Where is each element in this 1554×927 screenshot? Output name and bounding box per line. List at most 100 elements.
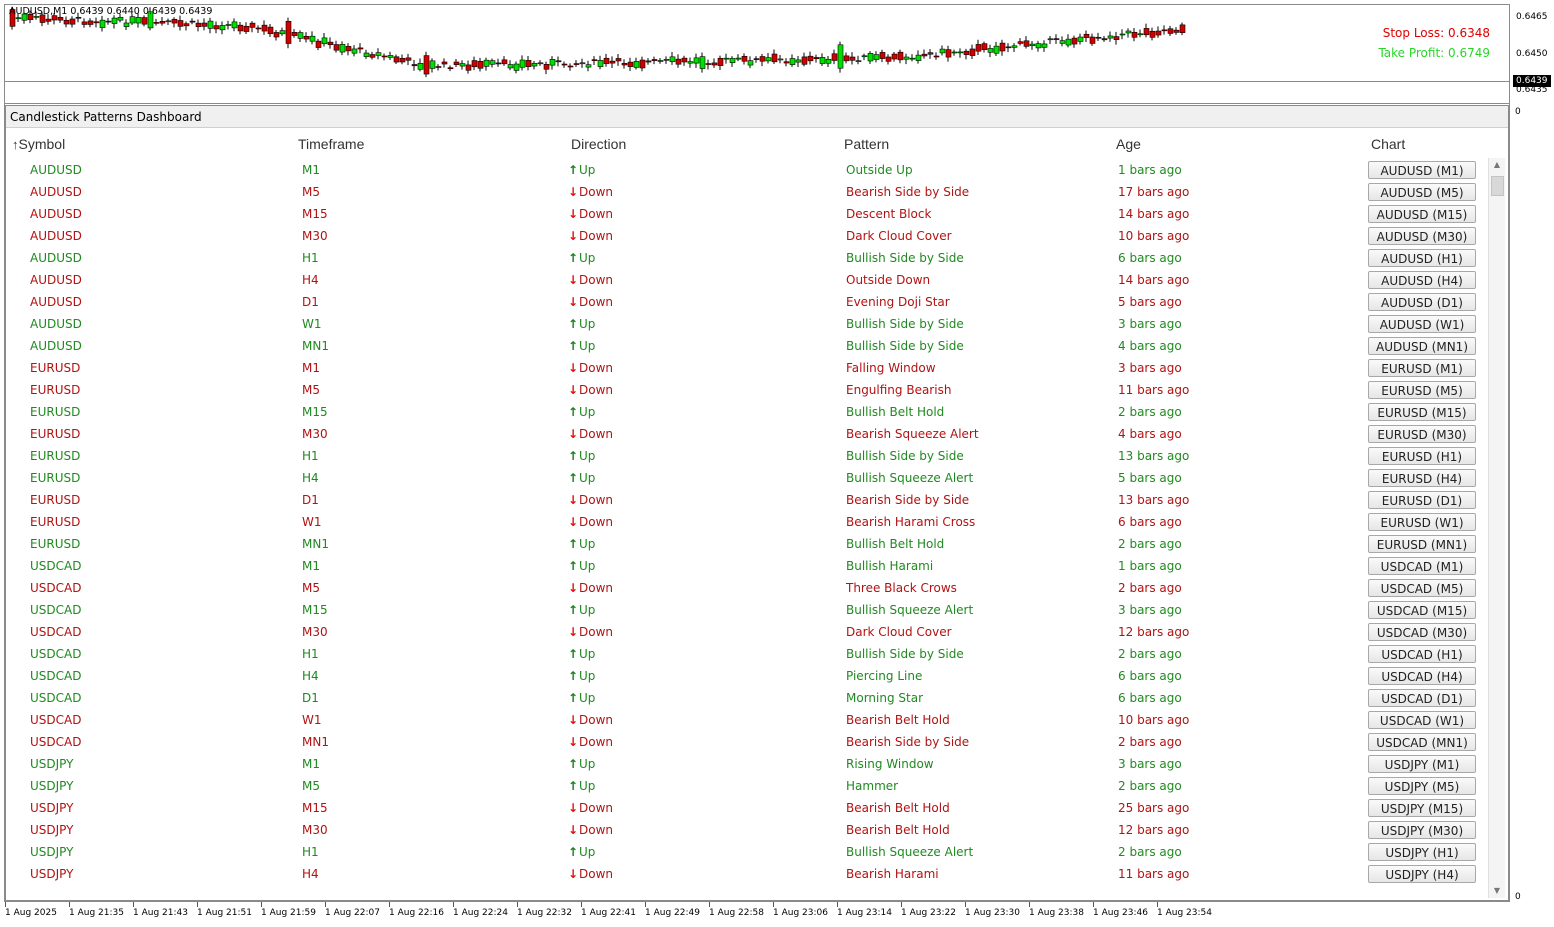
scroll-down-icon[interactable]: ▼ (1493, 886, 1501, 895)
candle-body (675, 58, 682, 65)
subwindow-divider (5, 103, 1510, 104)
column-header-timeframe[interactable]: Timeframe (298, 136, 365, 152)
open-chart-button[interactable]: EURUSD (M15) (1368, 403, 1476, 421)
pattern-cell: Bullish Harami (846, 559, 934, 573)
candle-body (1167, 28, 1174, 34)
age-cell: 3 bars ago (1118, 317, 1182, 331)
open-chart-button[interactable]: USDJPY (H1) (1368, 843, 1476, 861)
open-chart-button[interactable]: AUDUSD (H1) (1368, 249, 1476, 267)
direction-label: Up (579, 647, 596, 661)
table-row: AUDUSD M30 ↓Down Dark Cloud Cover 10 bars ag… (6, 226, 1486, 248)
open-chart-button[interactable]: AUDUSD (M5) (1368, 183, 1476, 201)
open-chart-button[interactable]: EURUSD (M30) (1368, 425, 1476, 443)
open-chart-button[interactable]: EURUSD (H1) (1368, 447, 1476, 465)
open-chart-button[interactable]: AUDUSD (MN1) (1368, 337, 1476, 355)
candle-body (699, 56, 706, 69)
pattern-cell: Bearish Squeeze Alert (846, 427, 979, 441)
candle-body (165, 20, 172, 23)
vertical-scrollbar[interactable]: ▲ ▼ (1488, 158, 1505, 898)
open-chart-button[interactable]: EURUSD (H4) (1368, 469, 1476, 487)
scroll-thumb[interactable] (1491, 176, 1504, 196)
open-chart-button[interactable]: AUDUSD (W1) (1368, 315, 1476, 333)
open-chart-button[interactable]: AUDUSD (D1) (1368, 293, 1476, 311)
indicator-zero-label: 0 (1515, 107, 1521, 117)
candle-body (9, 9, 16, 27)
pattern-cell: Bullish Side by Side (846, 251, 964, 265)
time-axis-label: 1 Aug 22:24 (453, 908, 508, 918)
open-chart-button[interactable]: USDCAD (M5) (1368, 579, 1476, 597)
direction-cell: ↓Down (568, 361, 613, 375)
symbol-cell: AUDUSD (30, 317, 82, 331)
candle-body (213, 25, 220, 30)
open-chart-button[interactable]: USDCAD (M1) (1368, 557, 1476, 575)
open-chart-button[interactable]: USDJPY (M30) (1368, 821, 1476, 839)
column-header-direction[interactable]: Direction (571, 136, 627, 152)
time-axis-label: 1 Aug 22:49 (645, 908, 700, 918)
direction-label: Down (579, 427, 614, 441)
candle-body (987, 48, 994, 53)
candle-body (285, 20, 292, 44)
open-chart-button[interactable]: USDCAD (H4) (1368, 667, 1476, 685)
open-chart-button[interactable]: USDJPY (H4) (1368, 865, 1476, 883)
table-row: USDCAD D1 ↑Up Morning Star 6 bars ago USDCAD … (6, 688, 1486, 710)
candle-body (783, 61, 790, 64)
open-chart-button[interactable]: EURUSD (W1) (1368, 513, 1476, 531)
open-chart-button[interactable]: AUDUSD (M15) (1368, 205, 1476, 223)
time-axis-tick (133, 902, 134, 907)
table-row: AUDUSD M5 ↓Down Bearish Side by Side 17 bars… (6, 182, 1486, 204)
candle-body (309, 35, 316, 42)
scroll-up-icon[interactable]: ▲ (1493, 160, 1501, 169)
candle-body (957, 51, 964, 54)
open-chart-button[interactable]: USDCAD (W1) (1368, 711, 1476, 729)
direction-cell: ↑Up (568, 669, 595, 683)
candle-body (1077, 36, 1084, 42)
time-axis-label: 1 Aug 22:16 (389, 908, 444, 918)
open-chart-button[interactable]: USDCAD (M15) (1368, 601, 1476, 619)
direction-label: Down (579, 823, 614, 837)
column-header-chart[interactable]: Chart (1371, 136, 1406, 152)
column-header-pattern[interactable]: Pattern (844, 136, 890, 152)
open-chart-button[interactable]: EURUSD (M1) (1368, 359, 1476, 377)
open-chart-button[interactable]: AUDUSD (H4) (1368, 271, 1476, 289)
timeframe-cell: M5 (302, 779, 320, 793)
chart-title: AUDUSD,M1 0.6439 0.6440 0.6439 0.6439 (9, 6, 213, 17)
symbol-cell: AUDUSD (30, 251, 82, 265)
open-chart-button[interactable]: EURUSD (MN1) (1368, 535, 1476, 553)
arrow-down-icon: ↓ (568, 361, 579, 375)
candle-body (483, 59, 490, 67)
time-axis-tick (965, 902, 966, 907)
direction-label: Up (579, 251, 596, 265)
candle-body (1173, 29, 1180, 33)
candle-body (117, 16, 124, 21)
price-chart[interactable] (4, 4, 1510, 82)
direction-cell: ↓Down (568, 207, 613, 221)
time-axis-tick (1157, 902, 1158, 907)
arrow-down-icon: ↓ (568, 295, 579, 309)
open-chart-button[interactable]: USDJPY (M1) (1368, 755, 1476, 773)
candle-body (1179, 24, 1186, 33)
column-header-symbol[interactable]: ↑Symbol (12, 136, 66, 152)
arrow-down-icon: ↓ (568, 823, 579, 837)
open-chart-button[interactable]: USDJPY (M15) (1368, 799, 1476, 817)
time-axis-tick (773, 902, 774, 907)
open-chart-button[interactable]: USDJPY (M5) (1368, 777, 1476, 795)
open-chart-button[interactable]: EURUSD (M5) (1368, 381, 1476, 399)
open-chart-button[interactable]: AUDUSD (M30) (1368, 227, 1476, 245)
open-chart-button[interactable]: AUDUSD (M1) (1368, 161, 1476, 179)
symbol-cell: USDCAD (30, 625, 82, 639)
candle-body (939, 48, 946, 54)
open-chart-button[interactable]: EURUSD (D1) (1368, 491, 1476, 509)
candle-body (945, 49, 952, 58)
candle-body (717, 57, 724, 66)
open-chart-button[interactable]: USDCAD (MN1) (1368, 733, 1476, 751)
candle-body (705, 63, 712, 65)
column-header-age[interactable]: Age (1116, 136, 1141, 152)
open-chart-button[interactable]: USDCAD (M30) (1368, 623, 1476, 641)
open-chart-button[interactable]: USDCAD (D1) (1368, 689, 1476, 707)
open-chart-button[interactable]: USDCAD (H1) (1368, 645, 1476, 663)
time-axis-tick (517, 902, 518, 907)
candle-body (411, 64, 418, 67)
age-cell: 13 bars ago (1118, 449, 1190, 463)
pattern-cell: Evening Doji Star (846, 295, 950, 309)
candle-body (333, 44, 340, 51)
